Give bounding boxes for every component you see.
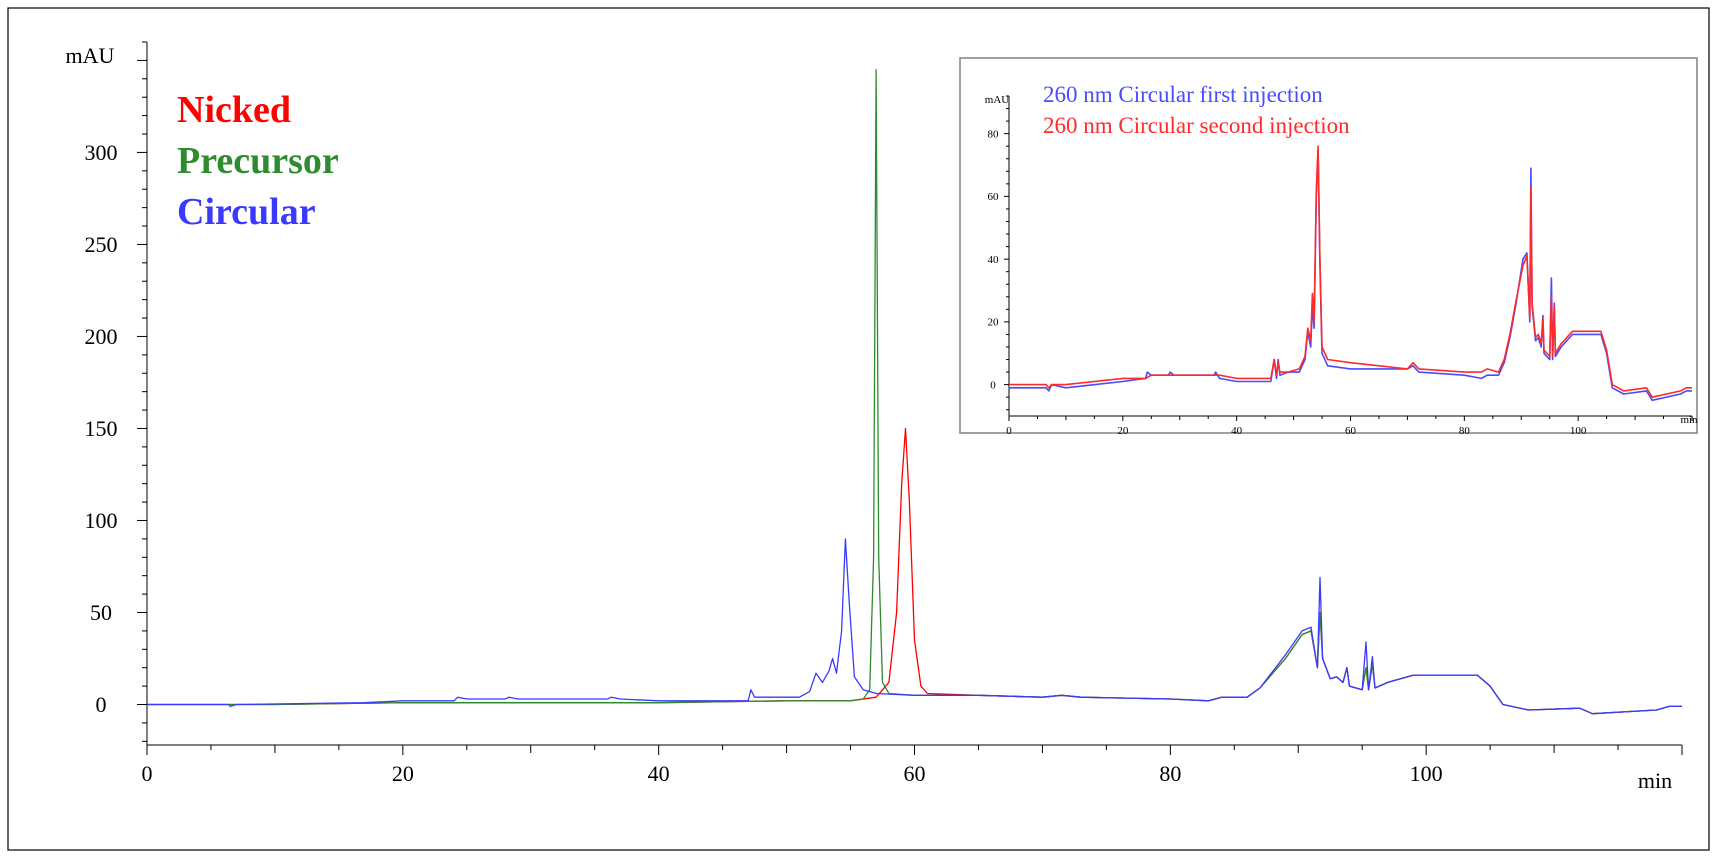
inset-x-tick-label: 100 — [1570, 425, 1587, 437]
inset-x-tick-label: 0 — [1006, 425, 1012, 437]
inset-x-tick-label: 20 — [1117, 425, 1129, 437]
inset-chart: 0 20 40 60 80 100 0 20 40 60 80 mAU min 260 nm Cir… — [959, 57, 1698, 437]
legend-item-circular: Circular — [177, 191, 316, 233]
inset-y-tick-label: 80 — [988, 128, 1000, 140]
inset-y-tick-label: 20 — [988, 317, 1000, 329]
inset-series — [1009, 145, 1692, 402]
main-y-tick-label: 150 — [85, 416, 118, 441]
inset-series-260-nm-circular-second-injection — [1009, 145, 1692, 399]
inset-y-tick-label: 0 — [990, 379, 996, 391]
main-y-tick-label: 250 — [85, 232, 118, 257]
main-x-tick-label: 100 — [1410, 761, 1443, 786]
main-x-tick-label: 40 — [648, 761, 670, 786]
inset-axes: 0 20 40 60 80 100 0 20 40 60 80 — [988, 95, 1693, 437]
inset-y-tick-label: 40 — [988, 254, 1000, 266]
inset-legend-item-first-injection: 260 nm Circular first injection — [1043, 82, 1323, 107]
main-x-axis-label: min — [1638, 768, 1672, 793]
main-legend: Nicked Precursor Circular — [177, 89, 339, 233]
main-y-tick-label: 300 — [85, 140, 118, 165]
inset-y-axis-label: mAU — [985, 94, 1010, 106]
main-y-tick-label: 200 — [85, 324, 118, 349]
inset-x-tick-label: 40 — [1231, 425, 1243, 437]
inset-x-tick-label: 80 — [1459, 425, 1471, 437]
main-y-axis-label: mAU — [66, 43, 115, 68]
main-x-tick-label: 0 — [142, 761, 153, 786]
main-y-tick-label: 100 — [85, 508, 118, 533]
inset-x-axis-label: min — [1680, 414, 1698, 426]
inset-frame — [959, 57, 1698, 434]
main-series — [147, 68, 1682, 715]
main-x-tick-label: 80 — [1159, 761, 1181, 786]
main-series-circular — [147, 538, 1682, 715]
main-x-tick-label: 20 — [392, 761, 414, 786]
main-x-tick-label: 60 — [904, 761, 926, 786]
inset-x-tick-label: 60 — [1345, 425, 1357, 437]
inset-y-tick-label: 60 — [988, 191, 1000, 203]
legend-item-precursor: Precursor — [177, 140, 339, 182]
main-y-tick-label: 50 — [90, 600, 112, 625]
legend-item-nicked: Nicked — [177, 89, 291, 131]
main-y-tick-label: 0 — [96, 692, 107, 717]
inset-legend-item-second-injection: 260 nm Circular second injection — [1043, 113, 1350, 138]
